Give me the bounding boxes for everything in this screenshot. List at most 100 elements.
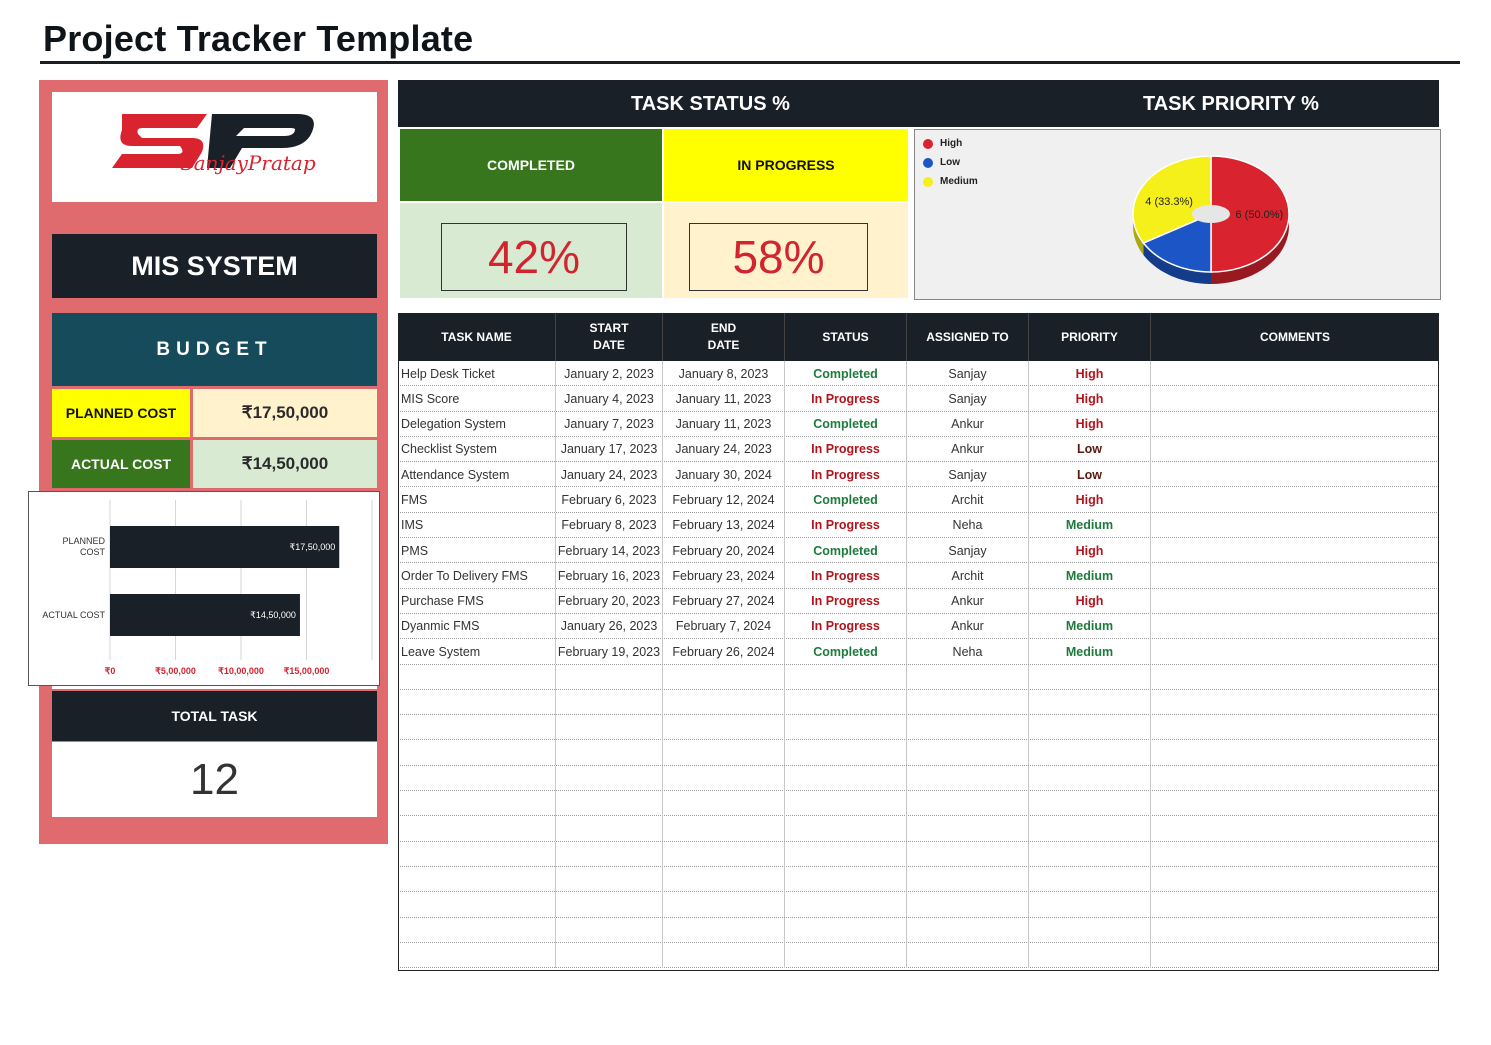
header-end-date[interactable]: END DATE xyxy=(663,313,785,361)
cell-name[interactable]: Dyanmic FMS xyxy=(398,613,556,639)
cell-name[interactable] xyxy=(398,765,556,791)
table-row[interactable]: Dyanmic FMS January 26, 2023 February 7, 2… xyxy=(398,613,1439,640)
cell-comments[interactable] xyxy=(1151,361,1439,386)
cell-status[interactable] xyxy=(785,917,907,943)
cell-assigned[interactable] xyxy=(907,689,1029,715)
cell-status[interactable]: Completed xyxy=(785,538,907,564)
cell-name[interactable] xyxy=(398,892,556,918)
cell-assigned[interactable]: Neha xyxy=(907,639,1029,665)
cell-comments[interactable] xyxy=(1151,689,1439,715)
table-row[interactable]: IMS February 8, 2023 February 13, 2024 In P… xyxy=(398,512,1439,539)
table-row[interactable]: Help Desk Ticket January 2, 2023 January 8… xyxy=(398,361,1439,387)
table-row[interactable]: Purchase FMS February 20, 2023 February 27… xyxy=(398,588,1439,614)
cell-priority[interactable] xyxy=(1029,791,1151,817)
header-status[interactable]: STATUS xyxy=(785,313,907,361)
cell-priority[interactable]: Medium xyxy=(1029,563,1151,589)
cell-start[interactable] xyxy=(556,664,663,690)
cell-start[interactable]: January 2, 2023 xyxy=(556,361,663,386)
cell-assigned[interactable] xyxy=(907,866,1029,892)
cell-end[interactable]: February 13, 2024 xyxy=(663,512,785,538)
cell-start[interactable] xyxy=(556,892,663,918)
cell-end[interactable]: January 30, 2024 xyxy=(663,462,785,488)
cell-priority[interactable] xyxy=(1029,892,1151,918)
cell-name[interactable] xyxy=(398,689,556,715)
cell-assigned[interactable]: Ankur xyxy=(907,411,1029,437)
cell-status[interactable] xyxy=(785,816,907,842)
cell-assigned[interactable] xyxy=(907,841,1029,867)
budget-bar-chart[interactable]: ₹0 ₹5,00,000 ₹10,00,000 ₹15,00,000 PLANNED CO… xyxy=(28,491,380,686)
cell-status[interactable]: In Progress xyxy=(785,462,907,488)
cell-assigned[interactable]: Sanjay xyxy=(907,462,1029,488)
cell-end[interactable] xyxy=(663,740,785,766)
cell-end[interactable] xyxy=(663,765,785,791)
cell-start[interactable]: January 24, 2023 xyxy=(556,462,663,488)
cell-status[interactable]: In Progress xyxy=(785,436,907,462)
cell-name[interactable]: FMS xyxy=(398,487,556,513)
cell-status[interactable]: In Progress xyxy=(785,512,907,538)
cell-name[interactable] xyxy=(398,740,556,766)
cell-end[interactable]: February 12, 2024 xyxy=(663,487,785,513)
table-row[interactable] xyxy=(398,917,1439,943)
cell-status[interactable] xyxy=(785,664,907,690)
cell-comments[interactable] xyxy=(1151,841,1439,867)
cell-comments[interactable] xyxy=(1151,765,1439,791)
cell-assigned[interactable]: Ankur xyxy=(907,436,1029,462)
cell-status[interactable]: In Progress xyxy=(785,613,907,639)
cell-priority[interactable]: Medium xyxy=(1029,639,1151,665)
cell-comments[interactable] xyxy=(1151,942,1439,968)
cell-start[interactable]: January 17, 2023 xyxy=(556,436,663,462)
cell-end[interactable] xyxy=(663,715,785,741)
cell-priority[interactable]: High xyxy=(1029,588,1151,614)
cell-comments[interactable] xyxy=(1151,892,1439,918)
cell-name[interactable] xyxy=(398,715,556,741)
cell-name[interactable] xyxy=(398,791,556,817)
cell-start[interactable]: January 7, 2023 xyxy=(556,411,663,437)
cell-name[interactable]: IMS xyxy=(398,512,556,538)
cell-status[interactable] xyxy=(785,689,907,715)
cell-end[interactable] xyxy=(663,791,785,817)
cell-start[interactable]: February 14, 2023 xyxy=(556,538,663,564)
cell-end[interactable]: February 20, 2024 xyxy=(663,538,785,564)
cell-start[interactable] xyxy=(556,942,663,968)
cell-end[interactable] xyxy=(663,942,785,968)
cell-comments[interactable] xyxy=(1151,512,1439,538)
cell-status[interactable]: Completed xyxy=(785,639,907,665)
cell-status[interactable] xyxy=(785,791,907,817)
table-row[interactable] xyxy=(398,689,1439,716)
cell-start[interactable]: January 26, 2023 xyxy=(556,613,663,639)
cell-end[interactable] xyxy=(663,816,785,842)
table-row[interactable]: Checklist System January 17, 2023 January … xyxy=(398,436,1439,463)
cell-start[interactable]: February 8, 2023 xyxy=(556,512,663,538)
cell-end[interactable]: January 11, 2023 xyxy=(663,386,785,412)
cell-priority[interactable]: High xyxy=(1029,386,1151,412)
cell-priority[interactable]: Low xyxy=(1029,436,1151,462)
cell-assigned[interactable] xyxy=(907,892,1029,918)
cell-name[interactable]: Checklist System xyxy=(398,436,556,462)
cell-priority[interactable] xyxy=(1029,715,1151,741)
cell-comments[interactable] xyxy=(1151,639,1439,665)
cell-start[interactable] xyxy=(556,740,663,766)
cell-priority[interactable] xyxy=(1029,942,1151,968)
cell-assigned[interactable]: Archit xyxy=(907,563,1029,589)
cell-comments[interactable] xyxy=(1151,917,1439,943)
cell-assigned[interactable] xyxy=(907,740,1029,766)
cell-priority[interactable] xyxy=(1029,765,1151,791)
cell-status[interactable] xyxy=(785,765,907,791)
cell-comments[interactable] xyxy=(1151,715,1439,741)
cell-comments[interactable] xyxy=(1151,538,1439,564)
cell-name[interactable]: MIS Score xyxy=(398,386,556,412)
cell-comments[interactable] xyxy=(1151,816,1439,842)
cell-comments[interactable] xyxy=(1151,613,1439,639)
cell-start[interactable]: February 19, 2023 xyxy=(556,639,663,665)
cell-priority[interactable] xyxy=(1029,917,1151,943)
table-row[interactable]: Order To Delivery FMS February 16, 2023 Fe… xyxy=(398,563,1439,589)
cell-end[interactable]: January 24, 2023 xyxy=(663,436,785,462)
table-row[interactable]: Attendance System January 24, 2023 January… xyxy=(398,462,1439,488)
table-row[interactable] xyxy=(398,791,1439,817)
cell-status[interactable]: Completed xyxy=(785,361,907,386)
cell-start[interactable]: February 20, 2023 xyxy=(556,588,663,614)
cell-comments[interactable] xyxy=(1151,664,1439,690)
cell-start[interactable] xyxy=(556,917,663,943)
cell-assigned[interactable] xyxy=(907,816,1029,842)
cell-name[interactable]: Delegation System xyxy=(398,411,556,437)
